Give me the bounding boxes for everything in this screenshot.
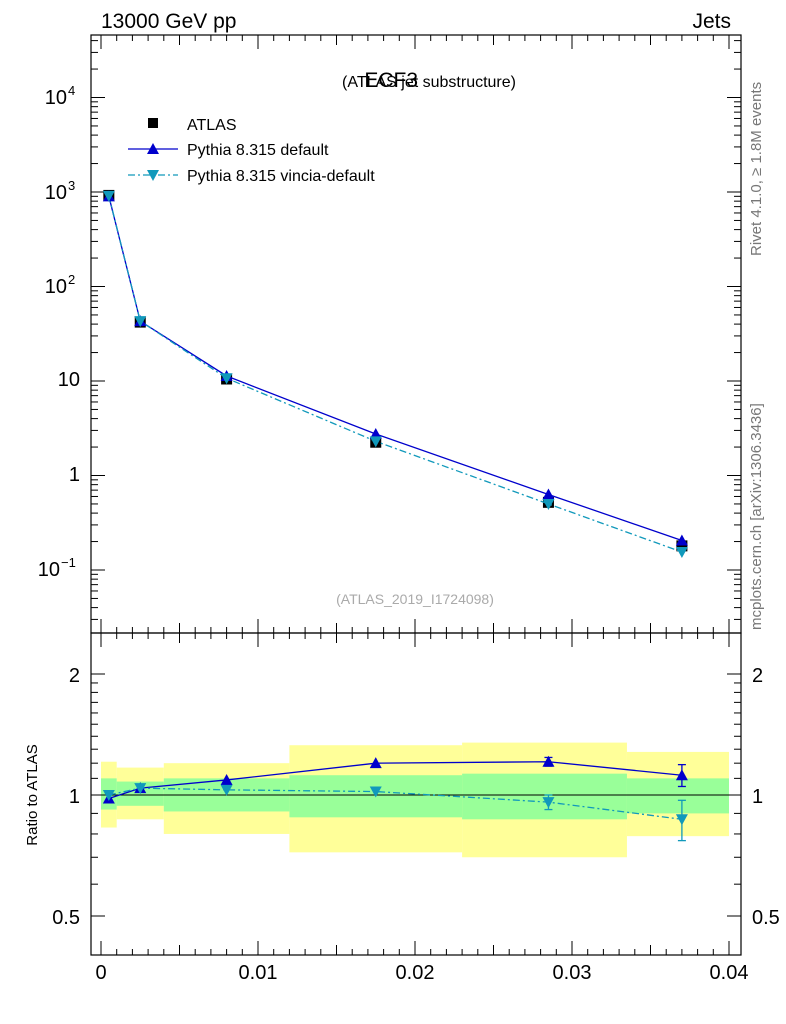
- legend-atlas-label: ATLAS: [187, 117, 237, 134]
- x-tick-labels: 0 0.01 0.02 0.03 0.04: [95, 962, 748, 984]
- ratio-default-point: [542, 755, 555, 767]
- vincia-point: [134, 316, 147, 328]
- ratio-vincia-point: [369, 786, 382, 798]
- ytick-label-1e-1: 10: [38, 559, 60, 581]
- legend-vincia-label: Pythia 8.315 vincia-default: [187, 168, 375, 185]
- ratio-uncertainty-bands: [101, 742, 729, 858]
- ratio-ytick-05-left: 0.5: [52, 907, 80, 929]
- vincia-series-line: [108, 195, 683, 553]
- ratio-ytick-1-left: 1: [69, 786, 80, 808]
- default-point: [542, 488, 555, 500]
- ytick-label-1e3: 10: [45, 182, 67, 204]
- vincia-point: [675, 547, 688, 559]
- default-point: [675, 534, 688, 546]
- ratio-ytick-2-left: 2: [69, 665, 80, 687]
- ytick-exp-1e4: 4: [68, 83, 75, 98]
- axis-ticks: [91, 35, 741, 955]
- header-energy-label: 13000 GeV pp: [101, 10, 236, 33]
- xtick-label-001: 0.01: [239, 962, 278, 984]
- legend: ATLAS Pythia 8.315 default Pythia 8.315 …: [128, 117, 375, 185]
- ytick-exp-1e-1: −1: [61, 555, 76, 570]
- ratio-vincia-point: [102, 790, 115, 801]
- default-point: [369, 427, 382, 439]
- legend-default-label: Pythia 8.315 default: [187, 142, 329, 159]
- ytick-label-10: 10: [58, 369, 80, 391]
- xtick-label-003: 0.03: [553, 962, 592, 984]
- ratio-vincia-point: [134, 783, 147, 795]
- ytick-label-1e2: 10: [45, 276, 67, 298]
- header-jets-label: Jets: [692, 10, 731, 33]
- ytick-label-1e4: 10: [45, 87, 67, 109]
- rivet-version-label: Rivet 4.1.0, ≥ 1.8M events: [748, 82, 765, 256]
- ytick-exp-1e3: 3: [68, 178, 75, 193]
- ratio-series-layer: [102, 755, 688, 842]
- vincia-point: [220, 373, 233, 385]
- ytick-label-1: 1: [69, 464, 80, 486]
- ratio-default-point: [369, 757, 382, 769]
- xtick-label-002: 0.02: [396, 962, 435, 984]
- ratio-y-tick-labels: 2 1 0.5 2 1 0.5: [52, 665, 780, 929]
- vincia-point: [542, 498, 555, 510]
- ratio-vincia-point: [542, 797, 555, 809]
- ytick-exp-1e2: 2: [68, 272, 75, 287]
- ratio-default-point: [220, 773, 233, 785]
- ratio-band-inner-4: [462, 773, 627, 820]
- atlas-point: [676, 540, 688, 552]
- ratio-ytick-2-right: 2: [752, 665, 763, 687]
- vincia-point: [102, 190, 115, 202]
- ratio-ytick-05-right: 0.5: [752, 907, 780, 929]
- ratio-vincia-point: [220, 784, 233, 796]
- main-y-tick-labels: 10 4 10 3 10 2 10 1 10 −1: [38, 83, 80, 581]
- ratio-panel-frame: [90, 632, 742, 956]
- main-title: ECF3: [364, 69, 418, 92]
- main-subtitle: (ATLAS jet substructure): [342, 74, 516, 91]
- vincia-point: [369, 436, 382, 448]
- legend-vincia-marker: [147, 170, 159, 181]
- ratio-ytick-1-right: 1: [752, 786, 763, 808]
- ratio-vincia-point: [675, 814, 688, 826]
- default-series-line: [108, 196, 683, 542]
- ratio-y-axis-title: Ratio to ATLAS: [24, 744, 41, 845]
- xtick-label-004: 0.04: [710, 962, 749, 984]
- ratio-band-inner-5: [626, 778, 729, 814]
- main-series-layer: [102, 189, 688, 559]
- analysis-watermark: (ATLAS_2019_I1724098): [336, 591, 494, 607]
- ratio-vincia-line: [108, 787, 682, 820]
- xtick-label-0: 0: [95, 962, 106, 984]
- mcplots-label: mcplots.cern.ch [arXiv:1306.3436]: [748, 403, 765, 630]
- legend-atlas-marker: [148, 118, 158, 128]
- legend-default-marker: [147, 143, 159, 154]
- ratio-default-point: [675, 769, 688, 781]
